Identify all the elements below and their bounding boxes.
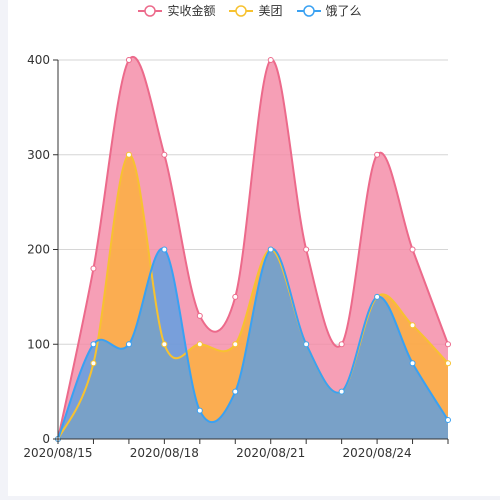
- data-point-series-2[interactable]: [125, 341, 132, 348]
- data-point-series-0[interactable]: [303, 246, 310, 253]
- axes: 0 100 200 300 400 2020/08/15 2020/08/18 2020/08…: [23, 53, 449, 460]
- data-point-series-0[interactable]: [232, 293, 239, 300]
- legend-marker-series-2: [296, 4, 321, 17]
- data-point-series-1[interactable]: [409, 322, 416, 329]
- data-point-series-2[interactable]: [303, 341, 310, 348]
- data-point-series-1[interactable]: [161, 341, 168, 348]
- data-point-series-0[interactable]: [90, 265, 97, 272]
- x-tick-label: 2020/08/24: [343, 446, 412, 460]
- legend-marker-series-0: [138, 4, 163, 17]
- data-point-series-2[interactable]: [196, 407, 203, 414]
- legend-item-series-1[interactable]: 美团: [229, 2, 283, 19]
- y-tick-label: 0: [42, 432, 50, 446]
- data-point-series-1[interactable]: [445, 360, 451, 367]
- data-point-series-0[interactable]: [161, 151, 168, 158]
- legend-item-series-2[interactable]: 饿了么: [296, 2, 362, 19]
- data-point-series-1[interactable]: [196, 341, 203, 348]
- legend-label-series-1: 美团: [258, 4, 283, 18]
- x-tick-label: 2020/08/21: [236, 446, 305, 460]
- data-point-series-0[interactable]: [196, 312, 203, 319]
- left-panel-edge: [0, 0, 8, 500]
- bottom-panel-edge: [0, 496, 500, 500]
- data-point-series-0[interactable]: [374, 151, 381, 158]
- data-point-series-2[interactable]: [338, 388, 345, 395]
- x-tick-label: 2020/08/18: [130, 446, 199, 460]
- data-point-series-2[interactable]: [445, 417, 451, 424]
- y-tick-label: 100: [27, 337, 50, 351]
- x-tick-label: 2020/08/15: [23, 446, 92, 460]
- data-point-series-2[interactable]: [90, 341, 97, 348]
- legend-marker-series-1: [229, 4, 254, 17]
- data-point-series-2[interactable]: [232, 388, 239, 395]
- y-tick-label: 300: [27, 148, 50, 162]
- data-point-series-0[interactable]: [125, 57, 132, 63]
- data-point-series-2[interactable]: [267, 246, 274, 253]
- series-points: [55, 57, 451, 442]
- data-point-series-1[interactable]: [232, 341, 239, 348]
- data-point-series-2[interactable]: [409, 360, 416, 367]
- legend-item-series-0[interactable]: 实收金额: [138, 2, 215, 19]
- data-point-series-0[interactable]: [338, 341, 345, 348]
- data-point-series-0[interactable]: [445, 341, 451, 348]
- data-point-series-1[interactable]: [125, 151, 132, 158]
- y-tick-label: 400: [27, 53, 50, 67]
- data-point-series-1[interactable]: [90, 360, 97, 367]
- chart-legend: 实收金额 美团 饿了么: [0, 2, 500, 19]
- data-point-series-2[interactable]: [374, 293, 381, 300]
- legend-label-series-2: 饿了么: [325, 4, 362, 18]
- legend-label-series-0: 实收金额: [167, 4, 216, 18]
- data-point-series-0[interactable]: [409, 246, 416, 253]
- y-tick-label: 200: [27, 243, 50, 257]
- data-point-series-0[interactable]: [267, 57, 274, 63]
- data-point-series-2[interactable]: [161, 246, 168, 253]
